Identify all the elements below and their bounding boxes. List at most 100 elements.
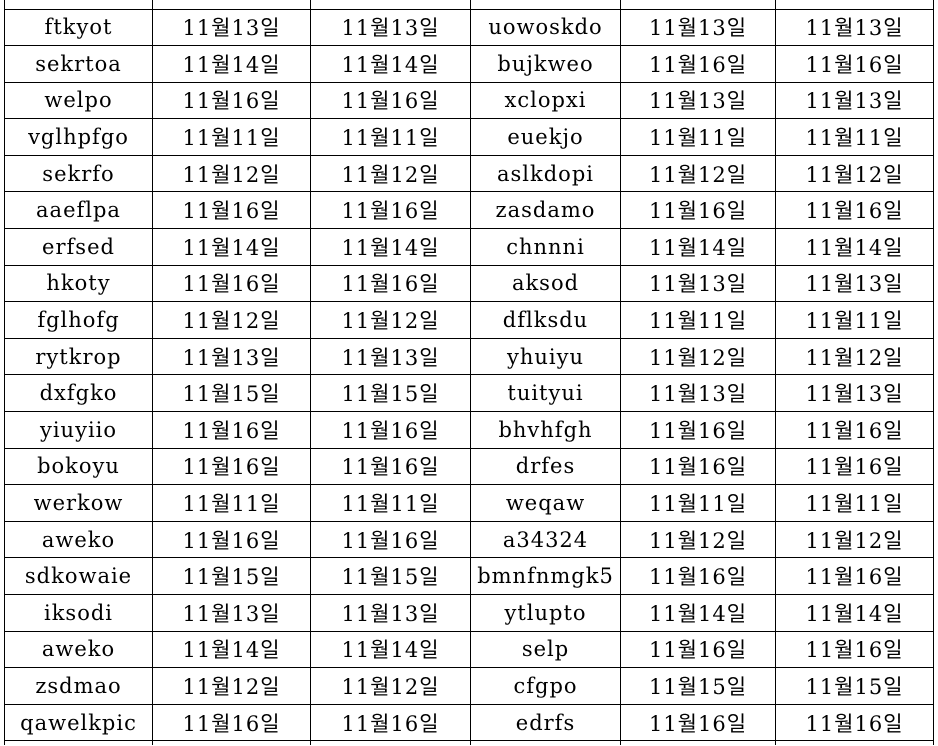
table-cell[interactable]: ytlupto (470, 594, 621, 632)
table-cell[interactable]: aweko (4, 630, 153, 669)
table-cell[interactable]: werkow (4, 484, 153, 522)
table-cell[interactable]: xclopxi (470, 81, 621, 120)
table-cell[interactable]: 11월11일 (152, 118, 311, 156)
table-cell[interactable]: chnnni (470, 228, 621, 266)
table-cell[interactable]: 11월12일 (775, 154, 934, 193)
table-cell[interactable]: 11월16일 (310, 264, 471, 303)
table-cell[interactable]: 11월12일 (620, 520, 776, 559)
table-cell[interactable]: 11월14일 (152, 45, 311, 83)
table-cell[interactable]: 11월13일 (152, 337, 311, 376)
table-cell[interactable]: 11월16일 (310, 81, 471, 120)
table-cell[interactable]: 11월14일 (310, 228, 471, 266)
table-cell[interactable]: 11월13일 (620, 81, 776, 120)
table-cell[interactable]: rytkrop (4, 337, 153, 376)
table-cell[interactable]: 11월13일 (152, 8, 311, 47)
table-cell[interactable]: 11월16일 (152, 447, 311, 486)
table-cell[interactable]: 11월16일 (152, 81, 311, 120)
table-cell[interactable]: 11월12일 (310, 301, 471, 339)
table-cell[interactable]: aweko (4, 520, 153, 559)
table-cell[interactable]: 11월13일 (152, 594, 311, 632)
table-cell[interactable]: 11월16일 (152, 520, 311, 559)
table-cell[interactable]: 11월11일 (775, 118, 934, 156)
table-cell[interactable]: 11월13일 (620, 374, 776, 413)
table-cell[interactable]: 11월15일 (775, 667, 934, 705)
table-cell[interactable]: 11월13일 (620, 8, 776, 47)
table-cell[interactable]: 11월16일 (152, 191, 311, 230)
table-cell[interactable]: 11월16일 (310, 703, 471, 742)
table-cell[interactable]: bmnfnmgk5 (470, 557, 621, 595)
table-cell[interactable]: 11월16일 (775, 411, 934, 449)
table-cell[interactable]: 11월12일 (152, 667, 311, 705)
table-cell[interactable]: 11월11일 (775, 484, 934, 522)
table-cell[interactable]: 11월16일 (152, 411, 311, 449)
table-cell[interactable]: 11월16일 (775, 447, 934, 486)
table-cell[interactable]: 11월16일 (775, 630, 934, 669)
table-cell[interactable]: aksod (470, 264, 621, 303)
table-cell[interactable]: euekjo (470, 118, 621, 156)
table-cell[interactable]: a34324 (470, 520, 621, 559)
table-cell[interactable]: 11월11일 (620, 484, 776, 522)
table-cell[interactable]: drfes (470, 447, 621, 486)
table-cell[interactable]: 11월14일 (152, 630, 311, 669)
table-cell[interactable]: sekrfo (4, 154, 153, 193)
table-cell[interactable]: uowoskdo (470, 8, 621, 47)
table-cell[interactable]: 11월12일 (620, 154, 776, 193)
table-cell[interactable]: 11월16일 (775, 703, 934, 742)
table-cell[interactable]: aaeflpa (4, 191, 153, 230)
table-cell[interactable]: yiuyiio (4, 411, 153, 449)
table-cell[interactable]: weqaw (470, 484, 621, 522)
table-cell[interactable]: 11월16일 (310, 447, 471, 486)
table-cell[interactable]: 11월16일 (152, 703, 311, 742)
table-cell[interactable]: bokoyu (4, 447, 153, 486)
table-cell[interactable]: 11월13일 (310, 337, 471, 376)
table-cell[interactable]: 11월16일 (775, 557, 934, 595)
table-cell[interactable]: selp (470, 630, 621, 669)
table-cell[interactable]: zsdmao (4, 667, 153, 705)
table-cell[interactable]: 11월16일 (310, 520, 471, 559)
table-cell[interactable]: 11월16일 (310, 191, 471, 230)
table-cell[interactable]: aslkdopi (470, 154, 621, 193)
table-cell[interactable]: 11월16일 (152, 264, 311, 303)
table-cell[interactable]: 11월11일 (620, 301, 776, 339)
table-cell[interactable]: 11월12일 (620, 337, 776, 376)
table-cell[interactable]: 11월14일 (310, 45, 471, 83)
table-cell[interactable]: 11월11일 (620, 118, 776, 156)
table-cell[interactable]: 11월13일 (775, 264, 934, 303)
table-cell[interactable]: 11월12일 (152, 301, 311, 339)
table-cell[interactable]: 11월13일 (775, 81, 934, 120)
table-cell[interactable]: 11월11일 (152, 484, 311, 522)
table-cell[interactable]: 11월13일 (775, 8, 934, 47)
table-cell[interactable]: 11월14일 (620, 594, 776, 632)
table-cell[interactable]: 11월16일 (620, 703, 776, 742)
table-cell[interactable]: 11월16일 (620, 630, 776, 669)
table-cell[interactable]: 11월11일 (310, 484, 471, 522)
table-cell[interactable]: sdkowaie (4, 557, 153, 595)
table-cell[interactable]: zasdamo (470, 191, 621, 230)
table-cell[interactable]: 11월15일 (152, 374, 311, 413)
table-cell[interactable]: sekrtoa (4, 45, 153, 83)
table-cell[interactable]: cfgpo (470, 667, 621, 705)
table-cell[interactable]: 11월14일 (152, 228, 311, 266)
table-cell[interactable]: 11월12일 (775, 337, 934, 376)
table-cell[interactable]: welpo (4, 81, 153, 120)
table-cell[interactable]: 11월13일 (775, 374, 934, 413)
table-cell[interactable]: bujkweo (470, 45, 621, 83)
table-cell[interactable]: 11월13일 (310, 594, 471, 632)
table-cell[interactable]: 11월11일 (775, 301, 934, 339)
table-cell[interactable]: 11월16일 (620, 557, 776, 595)
table-cell[interactable]: 11월12일 (310, 154, 471, 193)
table-cell[interactable]: 11월14일 (620, 228, 776, 266)
table-cell[interactable]: 11월14일 (310, 630, 471, 669)
table-cell[interactable]: 11월16일 (620, 411, 776, 449)
table-cell[interactable]: qawelkpic (4, 703, 153, 742)
table-cell[interactable]: 11월12일 (775, 520, 934, 559)
table-cell[interactable]: 11월14일 (775, 594, 934, 632)
table-cell[interactable]: 11월11일 (310, 118, 471, 156)
table-cell[interactable]: 11월16일 (775, 191, 934, 230)
table-cell[interactable]: 11월16일 (620, 191, 776, 230)
table-cell[interactable]: 11월13일 (310, 8, 471, 47)
table-cell[interactable]: 11월13일 (620, 264, 776, 303)
table-cell[interactable]: 11월15일 (620, 667, 776, 705)
table-cell[interactable]: ftkyot (4, 8, 153, 47)
table-cell[interactable]: vglhpfgo (4, 118, 153, 156)
